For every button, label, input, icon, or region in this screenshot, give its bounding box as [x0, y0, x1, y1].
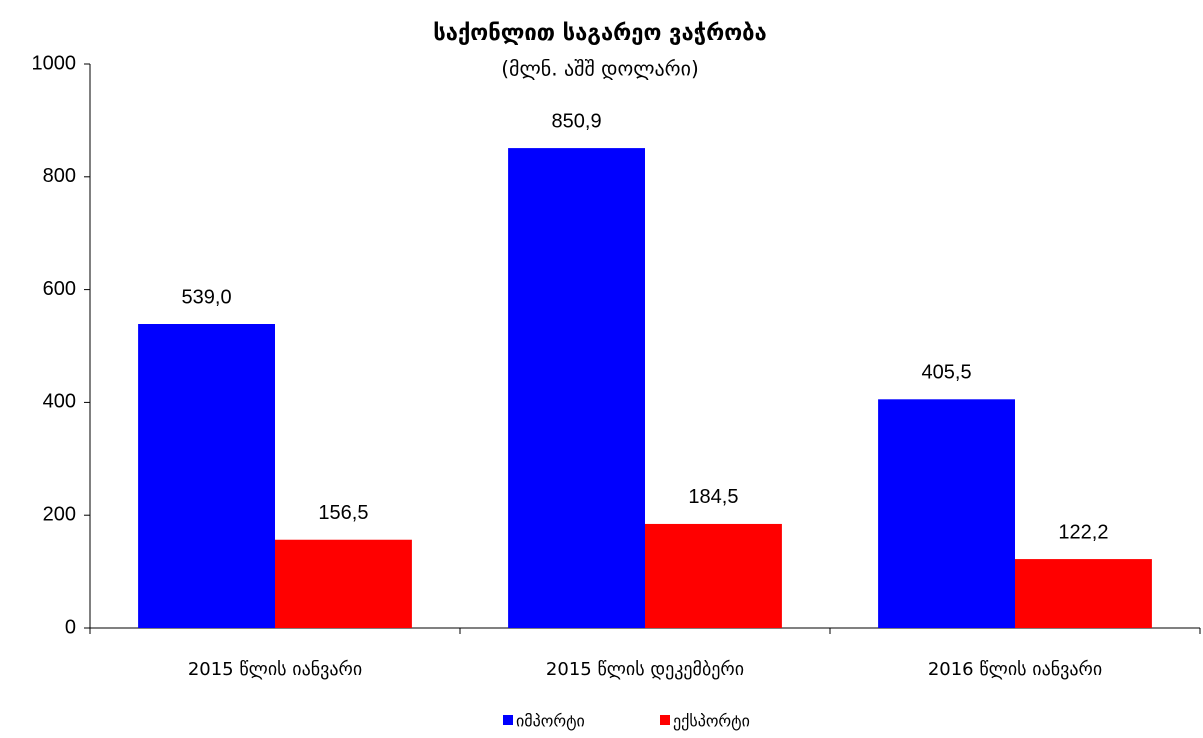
bar [878, 399, 1015, 628]
bar [508, 148, 645, 628]
chart-subtitle: (მლნ. აშშ დოლარი) [501, 57, 699, 81]
y-tick-label: 1000 [32, 52, 77, 74]
y-tick-label: 200 [43, 503, 76, 525]
legend-label: ექსპორტი [673, 712, 750, 731]
value-label: 122,2 [1058, 521, 1108, 543]
legend-label: იმპორტი [516, 712, 585, 731]
legend-swatch [503, 715, 513, 725]
x-tick-label: 2015 წლის დეკემბერი [546, 659, 744, 680]
y-tick-label: 600 [43, 278, 76, 300]
value-label: 850,9 [552, 110, 602, 132]
value-label: 539,0 [182, 286, 232, 308]
bar [275, 539, 412, 628]
y-tick-label: 400 [43, 391, 76, 413]
bar [1015, 559, 1152, 628]
y-tick-label: 800 [43, 165, 76, 187]
value-label: 184,5 [688, 486, 738, 508]
legend-swatch [660, 715, 670, 725]
bar [645, 523, 782, 628]
value-label: 405,5 [922, 362, 972, 384]
bar [138, 324, 275, 628]
y-tick-label: 0 [65, 616, 76, 638]
chart-title: საქონლით საგარეო ვაჭრობა [433, 21, 766, 46]
value-label: 156,5 [318, 502, 368, 524]
x-tick-label: 2016 წლის იანვარი [928, 659, 1102, 680]
x-tick-label: 2015 წლის იანვარი [188, 659, 362, 680]
